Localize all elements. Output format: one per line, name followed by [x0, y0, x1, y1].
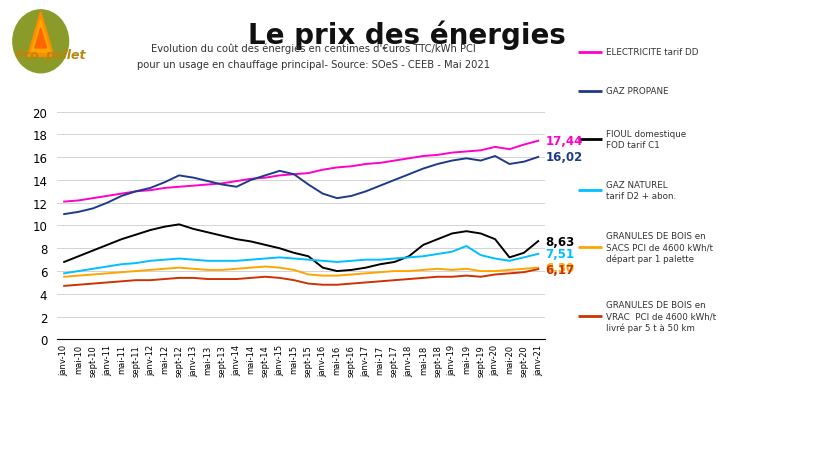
Circle shape: [13, 11, 68, 73]
Polygon shape: [31, 21, 50, 53]
Text: GAZ NATUREL
tarif D2 + abon.: GAZ NATUREL tarif D2 + abon.: [606, 180, 676, 201]
Text: ELECTRICITE tarif DD: ELECTRICITE tarif DD: [606, 48, 699, 57]
Text: 6,30: 6,30: [545, 262, 575, 274]
Polygon shape: [28, 12, 54, 57]
Text: 16,02: 16,02: [545, 151, 583, 164]
Polygon shape: [35, 29, 46, 49]
Text: Le prix des énergies: Le prix des énergies: [248, 21, 566, 50]
Text: 17,44: 17,44: [545, 135, 583, 148]
Text: 8,63: 8,63: [545, 235, 575, 248]
Text: 6,17: 6,17: [545, 263, 575, 276]
Text: Pro: Pro: [16, 49, 40, 62]
Text: pellet: pellet: [45, 49, 85, 62]
Text: 7,51: 7,51: [545, 248, 575, 261]
Text: FIOUL domestique
FOD tarif C1: FIOUL domestique FOD tarif C1: [606, 130, 686, 150]
Text: GRANULES DE BOIS en
VRAC  PCI de 4600 kWh/t
livré par 5 t à 50 km: GRANULES DE BOIS en VRAC PCI de 4600 kWh…: [606, 301, 716, 333]
Text: Evolution du coût des énergies en centimes d'€uros TTC/kWh PCI: Evolution du coût des énergies en centim…: [151, 43, 475, 53]
Text: GAZ PROPANE: GAZ PROPANE: [606, 87, 669, 96]
Text: pour un usage en chauffage principal- Source: SOeS - CEEB - Mai 2021: pour un usage en chauffage principal- So…: [137, 60, 490, 70]
Text: GRANULES DE BOIS en
SACS PCI de 4600 kWh/t
départ par 1 palette: GRANULES DE BOIS en SACS PCI de 4600 kWh…: [606, 232, 713, 264]
